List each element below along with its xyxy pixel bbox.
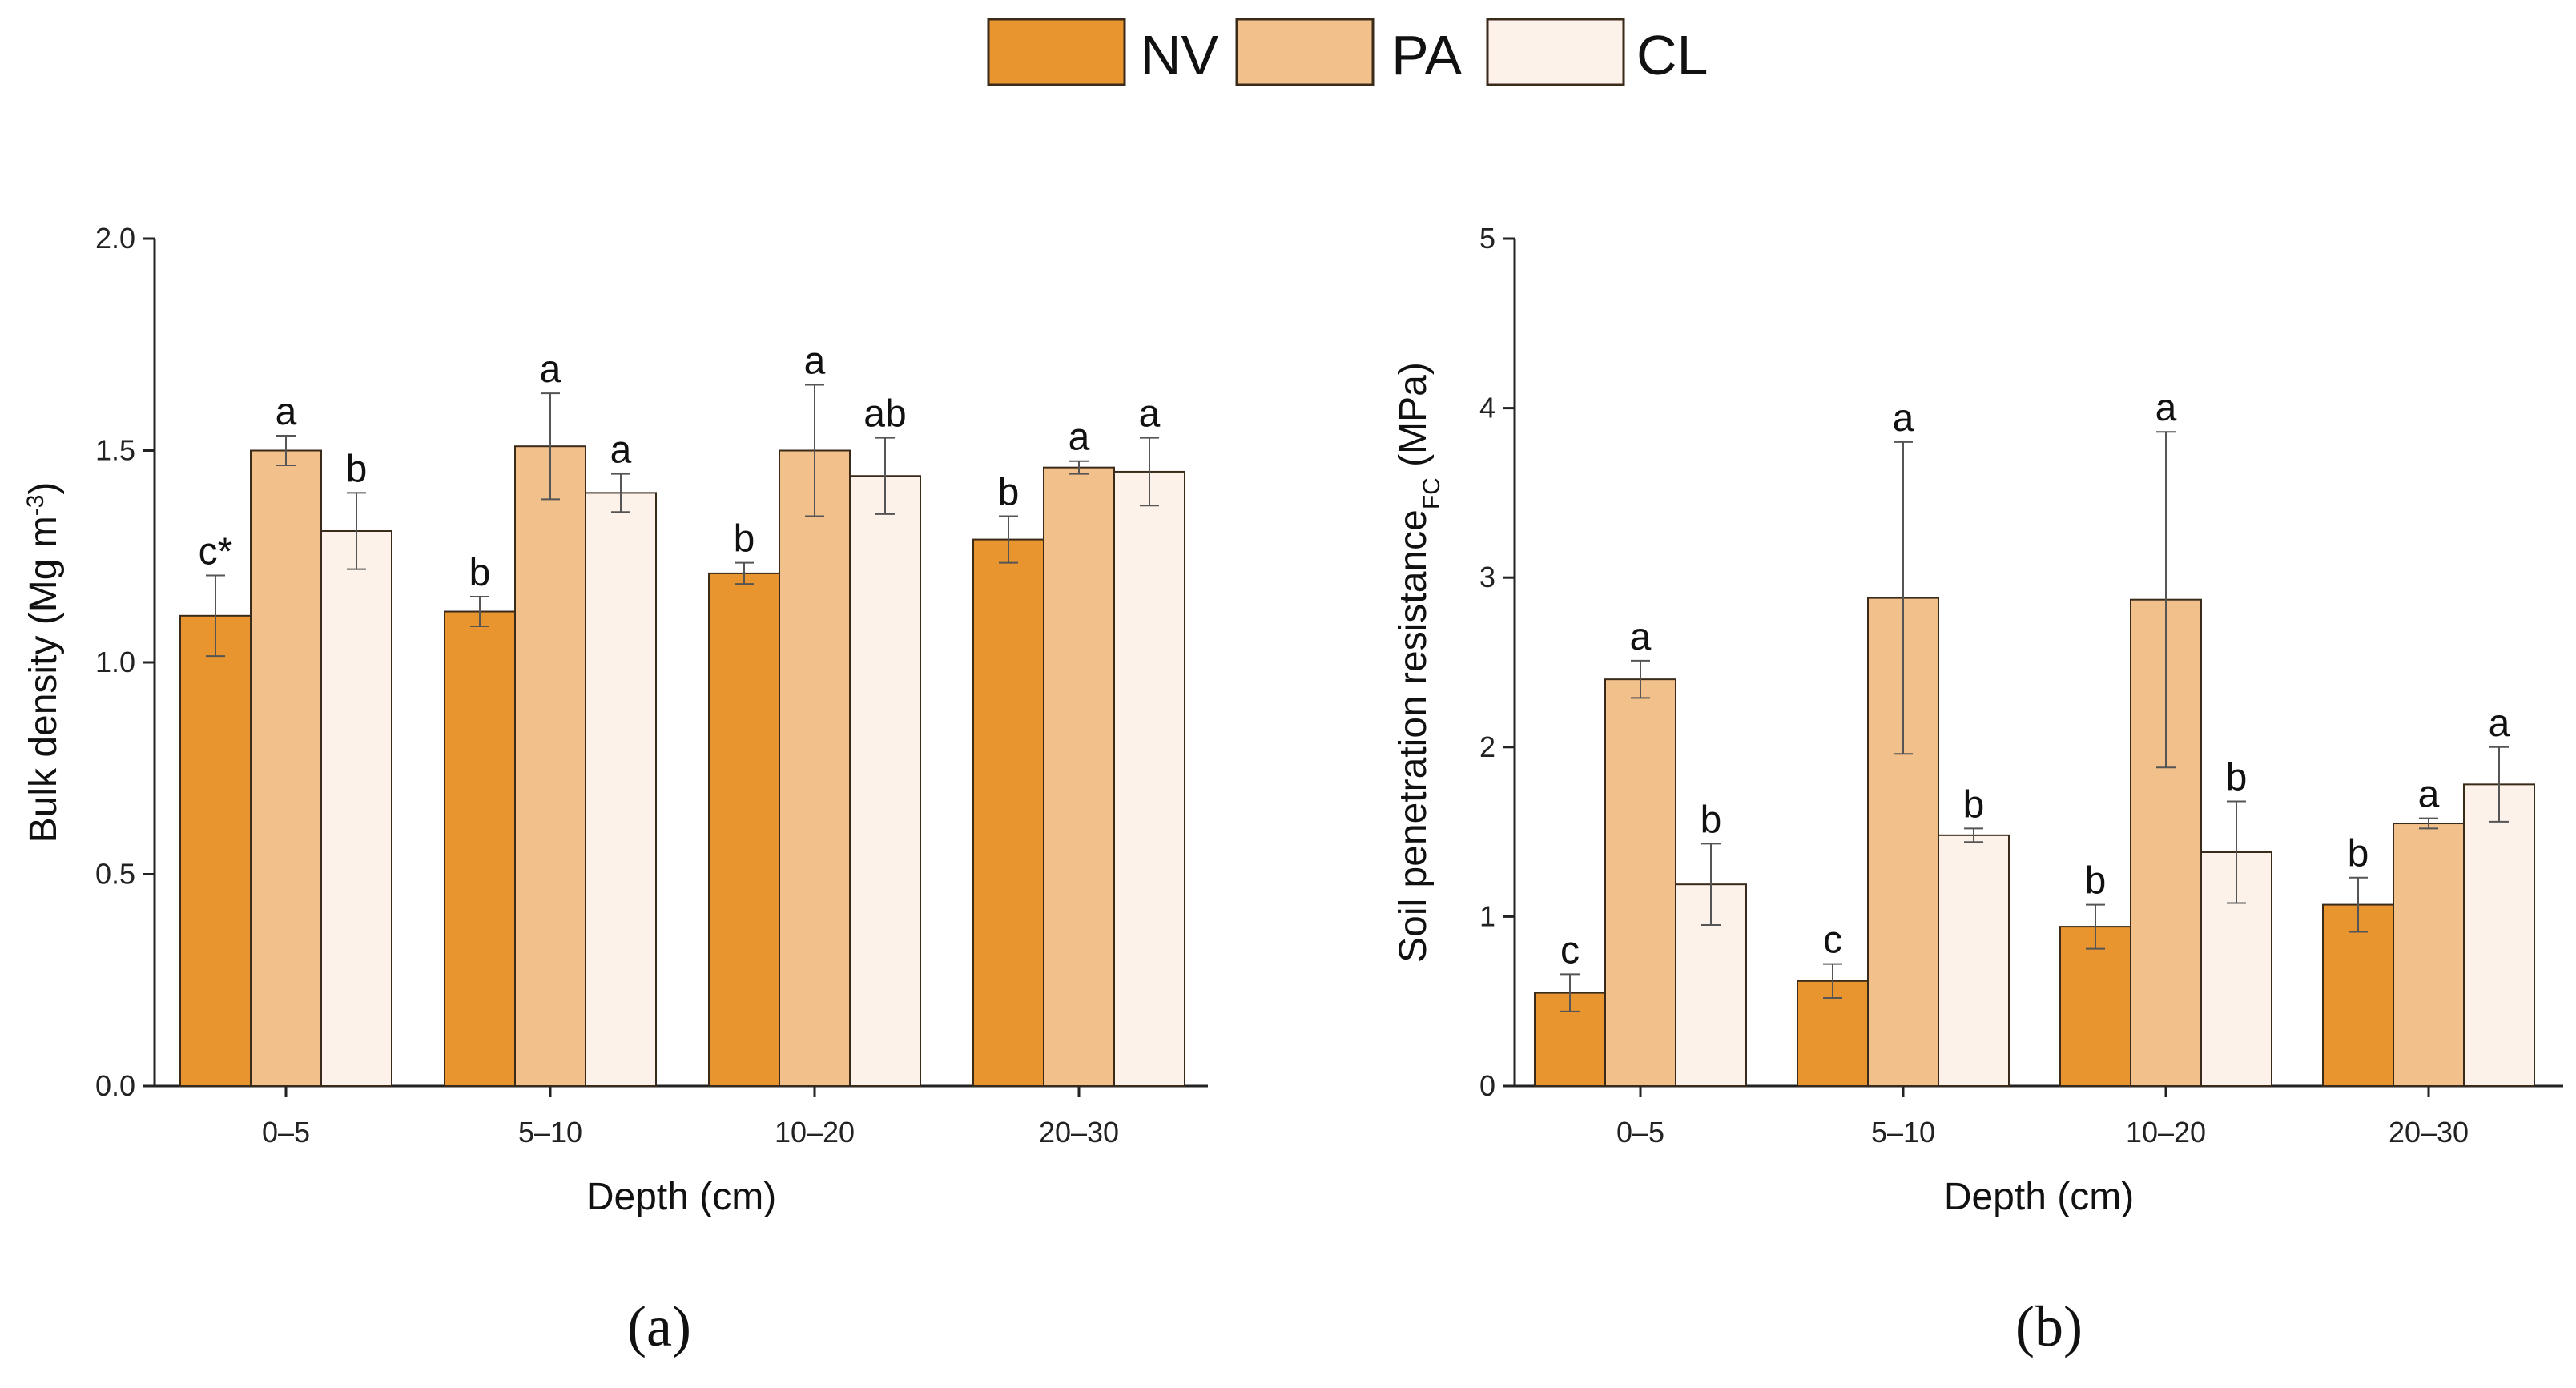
y-tick-label: 0.5 xyxy=(95,858,135,891)
x-tick-label: 10–20 xyxy=(2126,1116,2206,1149)
significance-letter-cl-2: ab xyxy=(863,393,906,436)
significance-letter-pa-0: a xyxy=(276,391,297,433)
significance-letter-cl-3: a xyxy=(1139,393,1161,436)
legend-swatch-pa xyxy=(1235,18,1375,86)
legend-label-nv: NV xyxy=(1141,24,1219,86)
x-tick-label: 0–5 xyxy=(1616,1116,1664,1149)
x-tick-label: 20–30 xyxy=(1039,1116,1119,1149)
significance-letter-cl-0: b xyxy=(1701,799,1722,841)
bar-cl-2 xyxy=(849,475,921,1087)
y-tick-label: 1.5 xyxy=(95,434,135,467)
significance-letter-nv-0: c* xyxy=(199,531,233,573)
x-tick-label: 5–10 xyxy=(518,1116,582,1149)
legend-swatch-nv xyxy=(987,18,1126,86)
panel-b-penetration-resistance-chart: 0 1 2 3 4 5 0–5 c a b 5–10 c a b 10–20 b a b 20–30 b a a Soil … xyxy=(1392,222,2563,1358)
y-axis-title: Bulk density (Mg m-3) xyxy=(22,482,66,843)
x-tick-label: 10–20 xyxy=(775,1116,855,1149)
significance-letter-nv-1: b xyxy=(469,552,491,594)
significance-letter-nv-2: b xyxy=(734,518,755,561)
bar-nv-0 xyxy=(179,614,252,1087)
significance-letter-nv-3: b xyxy=(998,471,1020,513)
significance-letter-cl-1: b xyxy=(1963,783,1985,826)
legend-label-cl: CL xyxy=(1636,24,1708,86)
bar-cl-3 xyxy=(2463,783,2535,1087)
bar-nv-2 xyxy=(2059,926,2131,1087)
bar-pa-3 xyxy=(1043,466,1115,1087)
y-tick-label: 2.0 xyxy=(95,222,135,255)
significance-letter-pa-2: a xyxy=(804,340,826,383)
legend: NV PA CL xyxy=(987,18,1708,86)
significance-letter-nv-2: b xyxy=(2085,860,2107,903)
significance-letter-pa-1: a xyxy=(1893,397,1914,440)
bar-pa-0 xyxy=(250,449,322,1087)
x-tick-label: 5–10 xyxy=(1871,1116,1935,1149)
significance-letter-cl-1: a xyxy=(610,429,632,472)
significance-letter-nv-3: b xyxy=(2348,833,2369,875)
bar-pa-2 xyxy=(779,449,851,1087)
x-tick-label: 20–30 xyxy=(2389,1116,2469,1149)
significance-letter-nv-1: c xyxy=(1823,919,1842,962)
significance-letter-nv-0: c xyxy=(1560,929,1580,972)
y-tick-label: 1.0 xyxy=(95,646,135,678)
significance-letter-pa-0: a xyxy=(1630,616,1652,658)
bar-pa-1 xyxy=(514,445,586,1087)
y-tick-label: 2 xyxy=(1479,730,1495,763)
y-tick-label: 0 xyxy=(1479,1069,1495,1102)
bar-nv-2 xyxy=(708,572,780,1087)
bar-nv-3 xyxy=(972,538,1044,1087)
significance-letter-pa-3: a xyxy=(1069,416,1090,459)
panel-label: (b) xyxy=(2015,1294,2083,1358)
bar-nv-1 xyxy=(444,610,516,1087)
bar-cl-1 xyxy=(585,492,657,1087)
y-tick-label: 3 xyxy=(1479,561,1495,593)
significance-letter-pa-1: a xyxy=(540,348,561,391)
bar-cl-0 xyxy=(320,530,392,1087)
bar-nv-3 xyxy=(2322,903,2394,1088)
y-tick-label: 4 xyxy=(1479,392,1495,424)
panel-label: (a) xyxy=(627,1294,691,1358)
legend-label-pa: PA xyxy=(1391,24,1462,86)
significance-letter-cl-2: b xyxy=(2226,757,2248,799)
y-tick-label: 1 xyxy=(1479,899,1495,932)
x-axis-title: Depth (cm) xyxy=(586,1176,776,1218)
y-tick-label: 5 xyxy=(1479,222,1495,255)
y-tick-label: 0.0 xyxy=(95,1069,135,1102)
bar-pa-0 xyxy=(1604,678,1676,1087)
significance-letter-pa-2: a xyxy=(2155,387,2177,429)
bar-cl-1 xyxy=(1938,834,2010,1088)
panel-a-bulk-density-chart: 0.00.51.01.52.00–5c*ab5–10baa10–20baab20… xyxy=(22,222,1208,1358)
significance-letter-cl-0: b xyxy=(346,448,368,490)
significance-letter-cl-3: a xyxy=(2489,702,2510,745)
bar-cl-3 xyxy=(1113,470,1185,1087)
y-axis-title: Soil penetration resistanceFC (MPa) xyxy=(1392,362,1445,963)
bar-pa-3 xyxy=(2393,823,2465,1088)
x-axis-title: Depth (cm) xyxy=(1944,1176,2134,1218)
x-tick-label: 0–5 xyxy=(262,1116,310,1149)
legend-swatch-cl xyxy=(1486,18,1625,86)
significance-letter-pa-3: a xyxy=(2418,774,2440,816)
